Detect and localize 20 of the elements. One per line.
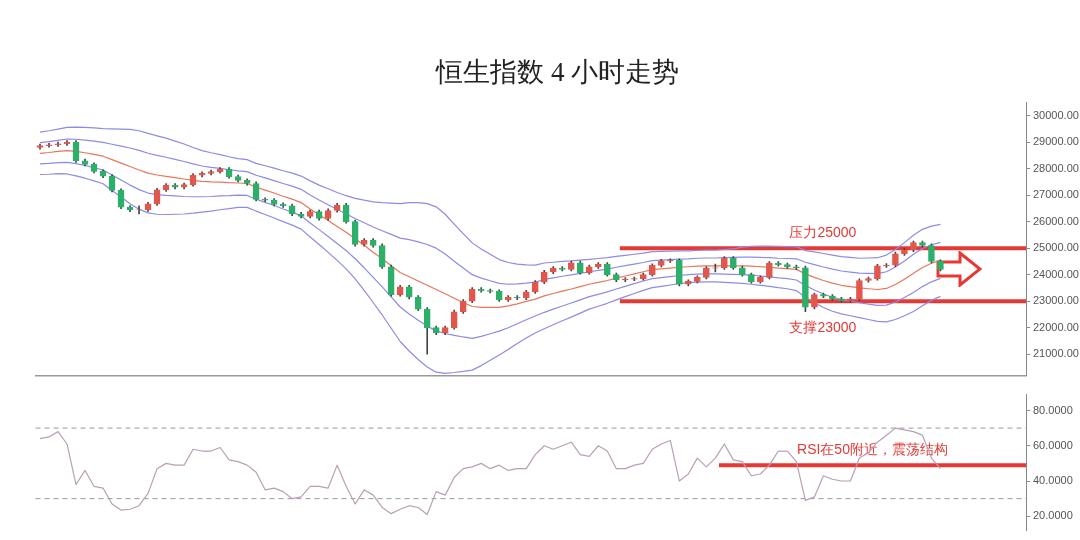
y-tick-label: 22000.00	[1033, 320, 1079, 333]
y-tick-label: 80.0000	[1033, 403, 1073, 416]
ref-line-label: 压力25000	[789, 224, 857, 241]
y-tick-label: 25000.00	[1033, 241, 1079, 254]
y-tick-label: 20.0000	[1033, 509, 1073, 522]
y-tick-label: 40.0000	[1033, 474, 1073, 487]
candlestick	[621, 277, 629, 282]
y-tick-label: 28000.00	[1033, 161, 1079, 174]
y-tick-label: 24000.00	[1033, 267, 1079, 280]
y-tick-label: 30000.00	[1033, 108, 1079, 121]
y-tick-label: 26000.00	[1033, 214, 1079, 227]
ref-line-label: 支撑23000	[789, 319, 857, 336]
y-tick-label: 23000.00	[1033, 294, 1079, 307]
y-tick-label: 27000.00	[1033, 188, 1079, 201]
candlestick	[513, 295, 521, 300]
y-tick-label: 60.0000	[1033, 438, 1073, 451]
candlestick	[666, 258, 674, 263]
chart-title: 恒生指数 4 小时走势	[435, 57, 680, 88]
y-tick-label: 29000.00	[1033, 135, 1079, 148]
y-tick-label: 21000.00	[1033, 347, 1079, 360]
